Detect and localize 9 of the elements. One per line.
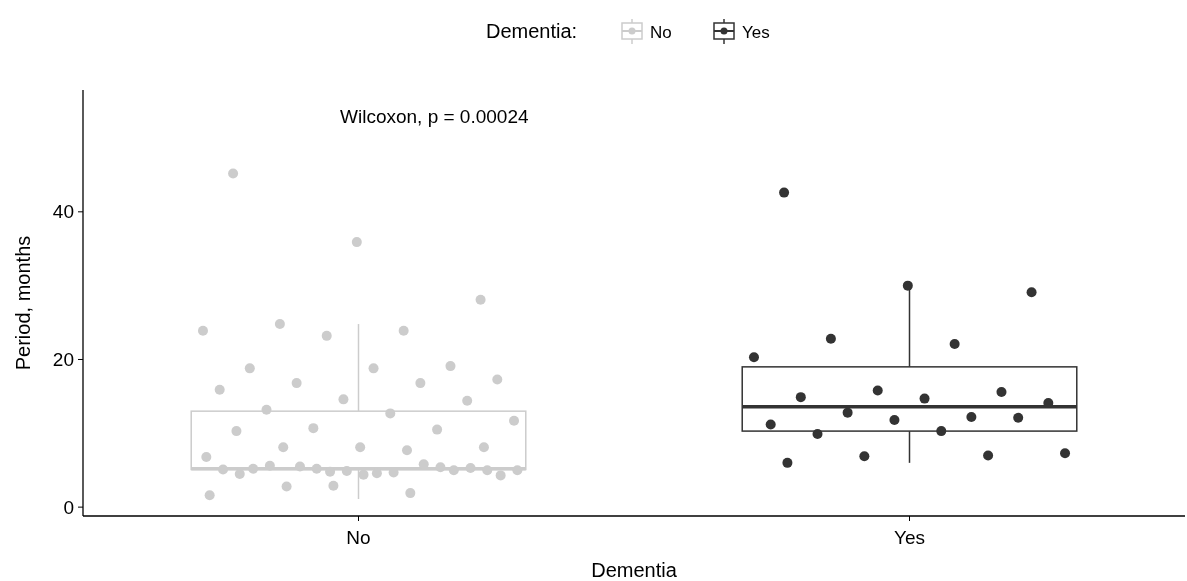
legend-label: No — [650, 23, 672, 42]
legend-label: Yes — [742, 23, 770, 42]
x-axis-title: Dementia — [591, 559, 678, 581]
annotation: Wilcoxon, p = 0.00024 — [340, 106, 529, 127]
legend-title: Dementia: — [486, 20, 578, 42]
y-tick-label: 40 — [52, 201, 74, 223]
y-tick-label: 0 — [63, 496, 74, 518]
y-tick-label: 20 — [52, 349, 74, 371]
y-axis-title: Period, months — [12, 235, 34, 371]
